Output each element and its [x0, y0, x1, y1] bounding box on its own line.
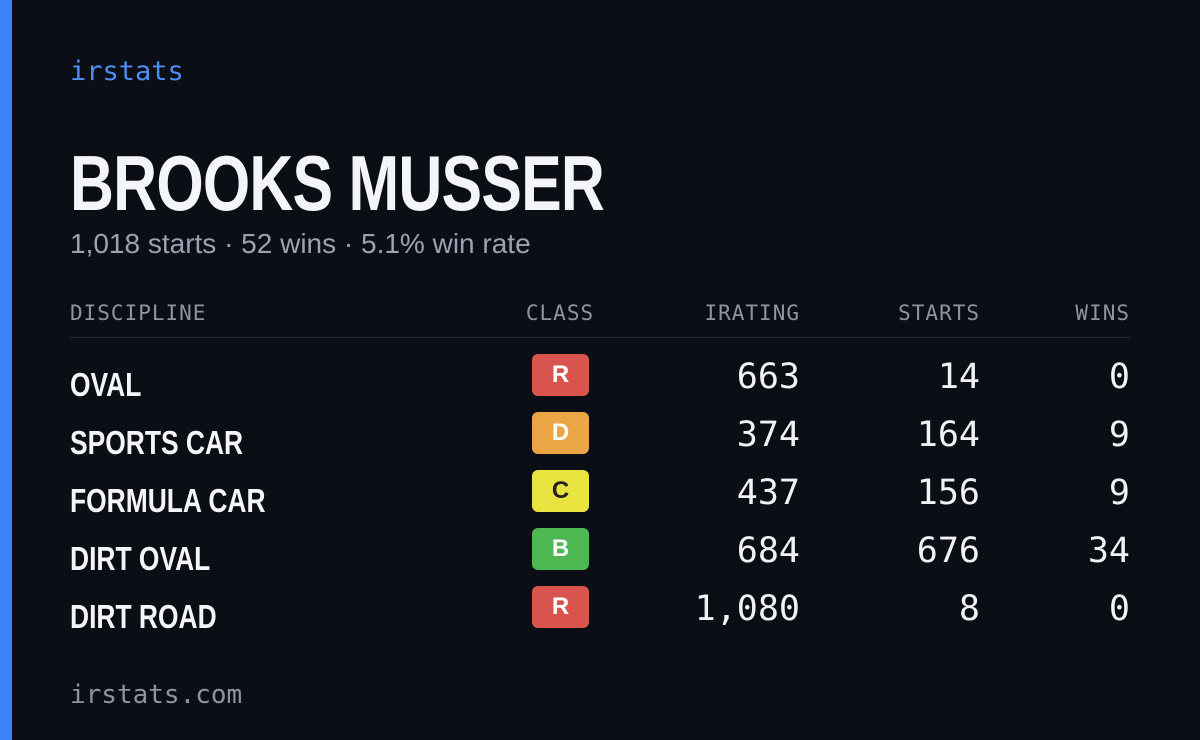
header-rule	[70, 337, 1130, 338]
accent-stripe	[0, 0, 12, 740]
discipline: SPORTS CAR	[70, 424, 244, 461]
irating: 1,080	[694, 589, 800, 629]
column-header: IRATING	[704, 301, 800, 325]
driver-summary: 1,018 starts · 52 wins · 5.1% win rate	[70, 228, 531, 259]
column-header: CLASS	[525, 301, 595, 325]
wins: 9	[1108, 473, 1130, 513]
column-header: STARTS	[898, 301, 980, 325]
class-badge: B	[532, 528, 589, 570]
wins: 0	[1108, 357, 1130, 397]
irating: 684	[736, 531, 800, 571]
wins: 9	[1108, 415, 1130, 455]
column-header: DISCIPLINE	[70, 301, 207, 325]
brand: irstats	[70, 56, 184, 87]
irating: 663	[736, 357, 800, 397]
starts: 164	[916, 415, 980, 455]
starts: 676	[916, 531, 980, 571]
class-badge: D	[532, 412, 589, 454]
discipline: DIRT ROAD	[70, 598, 217, 635]
irating: 374	[736, 415, 800, 455]
class-badge: R	[532, 586, 589, 628]
wins: 0	[1108, 589, 1130, 629]
discipline: DIRT OVAL	[70, 540, 211, 577]
class-badge: R	[532, 354, 589, 396]
class-badge: C	[532, 470, 589, 512]
discipline: OVAL	[70, 366, 142, 403]
starts: 156	[916, 473, 980, 513]
discipline: FORMULA CAR	[70, 482, 266, 519]
irating: 437	[736, 473, 800, 513]
starts: 8	[958, 589, 980, 629]
wins: 34	[1087, 531, 1130, 571]
starts: 14	[937, 357, 980, 397]
footer: irstats.com	[70, 680, 243, 710]
driver-name: BROOKS MUSSER	[70, 139, 605, 227]
column-header: WINS	[1075, 301, 1130, 325]
